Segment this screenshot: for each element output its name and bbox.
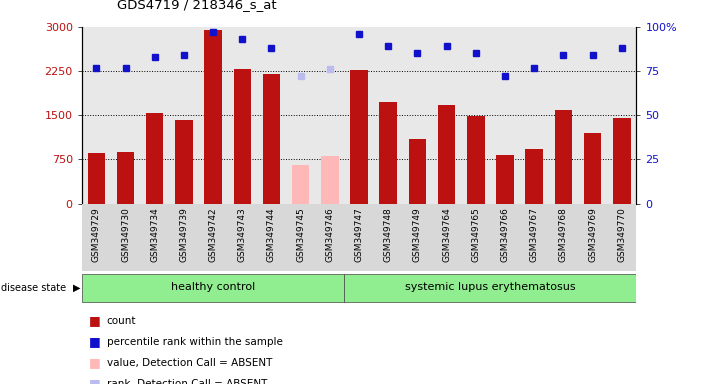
Text: systemic lupus erythematosus: systemic lupus erythematosus <box>405 282 576 292</box>
Bar <box>233 69 251 204</box>
Bar <box>175 120 193 204</box>
Text: disease state: disease state <box>1 283 66 293</box>
Bar <box>87 154 105 204</box>
Text: GSM349768: GSM349768 <box>559 207 568 262</box>
Text: GDS4719 / 218346_s_at: GDS4719 / 218346_s_at <box>117 0 277 12</box>
Text: GSM349765: GSM349765 <box>471 207 481 262</box>
Text: GSM349770: GSM349770 <box>617 207 626 262</box>
Text: GSM349745: GSM349745 <box>296 207 305 262</box>
Bar <box>409 139 426 204</box>
Text: GSM349749: GSM349749 <box>413 207 422 262</box>
Text: ■: ■ <box>89 356 101 369</box>
Bar <box>525 149 543 204</box>
Bar <box>380 102 397 204</box>
Bar <box>467 116 485 204</box>
Bar <box>321 156 338 204</box>
Text: value, Detection Call = ABSENT: value, Detection Call = ABSENT <box>107 358 272 368</box>
Text: ▶: ▶ <box>73 283 80 293</box>
Text: ■: ■ <box>89 377 101 384</box>
Bar <box>613 118 631 204</box>
Text: GSM349734: GSM349734 <box>150 207 159 262</box>
Bar <box>292 165 309 204</box>
Text: GSM349747: GSM349747 <box>355 207 363 262</box>
Bar <box>146 113 164 204</box>
Bar <box>351 70 368 204</box>
Text: GSM349769: GSM349769 <box>588 207 597 262</box>
Text: GSM349746: GSM349746 <box>326 207 334 262</box>
Text: GSM349767: GSM349767 <box>530 207 539 262</box>
FancyBboxPatch shape <box>82 204 636 271</box>
FancyBboxPatch shape <box>344 274 636 302</box>
Bar <box>117 152 134 204</box>
Bar <box>584 133 602 204</box>
Bar <box>204 30 222 204</box>
Text: GSM349730: GSM349730 <box>121 207 130 262</box>
Bar <box>263 74 280 204</box>
Text: ■: ■ <box>89 335 101 348</box>
Text: GSM349729: GSM349729 <box>92 207 101 262</box>
Text: GSM349742: GSM349742 <box>208 207 218 262</box>
Text: percentile rank within the sample: percentile rank within the sample <box>107 337 282 347</box>
FancyBboxPatch shape <box>82 274 344 302</box>
Bar <box>438 104 455 204</box>
Text: GSM349743: GSM349743 <box>237 207 247 262</box>
Text: GSM349764: GSM349764 <box>442 207 451 262</box>
Text: GSM349766: GSM349766 <box>501 207 510 262</box>
Bar <box>555 111 572 204</box>
Text: rank, Detection Call = ABSENT: rank, Detection Call = ABSENT <box>107 379 267 384</box>
Text: GSM349748: GSM349748 <box>384 207 392 262</box>
Text: count: count <box>107 316 136 326</box>
Text: healthy control: healthy control <box>171 282 255 292</box>
Text: GSM349744: GSM349744 <box>267 207 276 262</box>
Text: ■: ■ <box>89 314 101 327</box>
Text: GSM349739: GSM349739 <box>179 207 188 262</box>
Bar <box>496 155 514 204</box>
